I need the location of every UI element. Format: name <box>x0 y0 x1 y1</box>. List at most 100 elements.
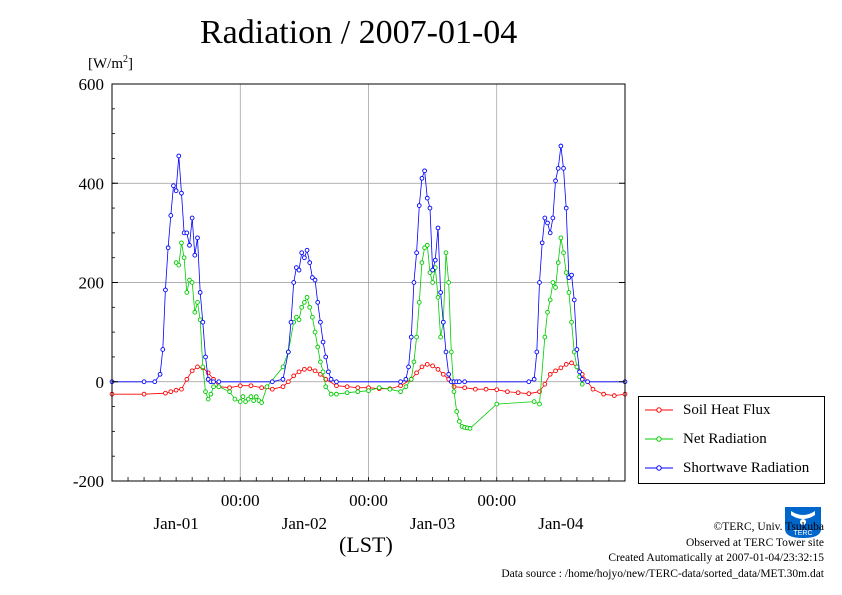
data-point-net-radiation <box>553 285 558 290</box>
data-point-soil-heat-flux <box>307 366 313 372</box>
x-date-label: Jan-04 <box>538 514 584 533</box>
data-point-shortwave-radiation <box>550 215 556 221</box>
legend-item-soil-heat-flux: Soil Heat Flux <box>645 400 771 420</box>
data-point-net-radiation <box>419 260 425 265</box>
data-point-net-radiation <box>181 255 187 261</box>
data-point-shortwave-radiation <box>398 379 403 385</box>
data-point-net-radiation <box>566 290 572 295</box>
data-point-shortwave-radiation <box>334 379 339 385</box>
data-point-net-radiation <box>443 250 449 256</box>
data-point-net-radiation <box>569 319 574 325</box>
data-point-soil-heat-flux <box>141 391 147 397</box>
data-point-soil-heat-flux <box>526 391 532 397</box>
data-point-shortwave-radiation <box>312 277 318 283</box>
data-point-net-radiation <box>205 396 211 402</box>
data-point-shortwave-radiation <box>571 297 577 303</box>
data-point-net-radiation <box>304 295 310 300</box>
data-point-net-radiation <box>248 394 254 399</box>
data-point-soil-heat-flux <box>547 371 553 377</box>
data-point-net-radiation <box>237 399 243 404</box>
data-point-shortwave-radiation <box>531 376 537 382</box>
data-point-shortwave-radiation <box>318 319 323 325</box>
data-point-soil-heat-flux <box>334 383 339 389</box>
x-date-label: Jan-03 <box>410 514 455 533</box>
data-point-net-radiation <box>366 388 371 394</box>
data-point-net-radiation <box>264 384 270 390</box>
data-point-net-radiation <box>355 389 361 395</box>
terc-logo-icon: TERC <box>785 507 821 538</box>
data-point-shortwave-radiation <box>269 379 275 385</box>
data-point-net-radiation <box>416 300 422 305</box>
data-point-soil-heat-flux <box>184 376 190 382</box>
data-point-net-radiation <box>558 235 564 241</box>
data-point-net-radiation <box>307 304 313 310</box>
data-point-shortwave-radiation <box>561 166 566 171</box>
data-point-soil-heat-flux <box>553 368 558 374</box>
data-point-net-radiation <box>456 419 462 424</box>
data-point-net-radiation <box>189 280 195 285</box>
data-point-shortwave-radiation <box>168 213 174 218</box>
data-point-shortwave-radiation <box>569 272 574 278</box>
terc-logo: TERC <box>783 505 823 539</box>
data-point-soil-heat-flux <box>269 386 275 392</box>
data-point-shortwave-radiation <box>291 280 297 285</box>
data-point-net-radiation <box>537 401 542 407</box>
data-point-shortwave-radiation <box>165 245 171 251</box>
legend-item-net-radiation: Net Radiation <box>645 429 767 449</box>
data-point-soil-heat-flux <box>424 362 430 367</box>
data-point-soil-heat-flux <box>173 387 179 393</box>
data-point-shortwave-radiation <box>542 215 548 221</box>
data-point-net-radiation <box>408 376 414 382</box>
data-point-soil-heat-flux <box>440 371 446 377</box>
x-date-label: Jan-02 <box>282 514 327 533</box>
data-point-shortwave-radiation <box>456 379 462 385</box>
data-point-shortwave-radiation <box>187 242 192 248</box>
data-point-net-radiation <box>424 242 430 248</box>
data-point-net-radiation <box>563 270 569 275</box>
legend-item-shortwave-radiation: Shortwave Radiation <box>645 458 809 478</box>
data-point-shortwave-radiation <box>430 267 435 273</box>
data-point-net-radiation <box>430 280 435 285</box>
data-point-soil-heat-flux <box>483 386 489 392</box>
data-point-net-radiation <box>176 262 182 268</box>
data-point-net-radiation <box>414 334 419 340</box>
data-point-soil-heat-flux <box>435 366 441 372</box>
y-tick-label: 0 <box>96 373 105 392</box>
data-point-net-radiation <box>376 385 382 391</box>
data-point-net-radiation <box>542 334 548 340</box>
data-point-soil-heat-flux <box>237 383 243 389</box>
data-point-shortwave-radiation <box>446 371 452 377</box>
data-point-shortwave-radiation <box>195 235 200 241</box>
data-point-soil-heat-flux <box>280 384 286 390</box>
data-point-net-radiation <box>454 409 460 414</box>
data-point-shortwave-radiation <box>432 257 438 263</box>
data-point-shortwave-radiation <box>403 376 409 382</box>
data-point-net-radiation <box>280 364 286 370</box>
x-axis-unit: (LST) <box>339 532 393 557</box>
data-point-soil-heat-flux <box>163 390 168 396</box>
data-point-shortwave-radiation <box>424 195 430 201</box>
terc-logo-text: TERC <box>793 530 812 537</box>
data-point-soil-heat-flux <box>291 373 297 379</box>
data-point-net-radiation <box>574 364 580 370</box>
data-point-net-radiation <box>296 317 302 323</box>
y-tick-label: 600 <box>79 75 105 94</box>
data-point-soil-heat-flux <box>168 389 174 395</box>
data-point-net-radiation <box>547 297 553 303</box>
credit-copyright: ©TERC, Univ. Tsukuba <box>713 521 824 533</box>
data-point-shortwave-radiation <box>299 250 305 256</box>
data-point-shortwave-radiation <box>280 376 286 382</box>
data-point-net-radiation <box>299 304 305 310</box>
data-point-net-radiation <box>203 389 208 395</box>
x-date-label: Jan-01 <box>153 514 198 533</box>
data-point-net-radiation <box>561 250 566 256</box>
data-point-net-radiation <box>195 300 200 305</box>
data-point-soil-heat-flux <box>195 364 200 370</box>
data-point-shortwave-radiation <box>438 290 443 295</box>
data-point-net-radiation <box>448 349 454 355</box>
data-point-soil-heat-flux <box>419 364 425 370</box>
data-point-shortwave-radiation <box>285 349 291 355</box>
data-point-net-radiation <box>555 260 561 265</box>
data-point-shortwave-radiation <box>558 143 564 149</box>
data-point-shortwave-radiation <box>189 215 195 221</box>
